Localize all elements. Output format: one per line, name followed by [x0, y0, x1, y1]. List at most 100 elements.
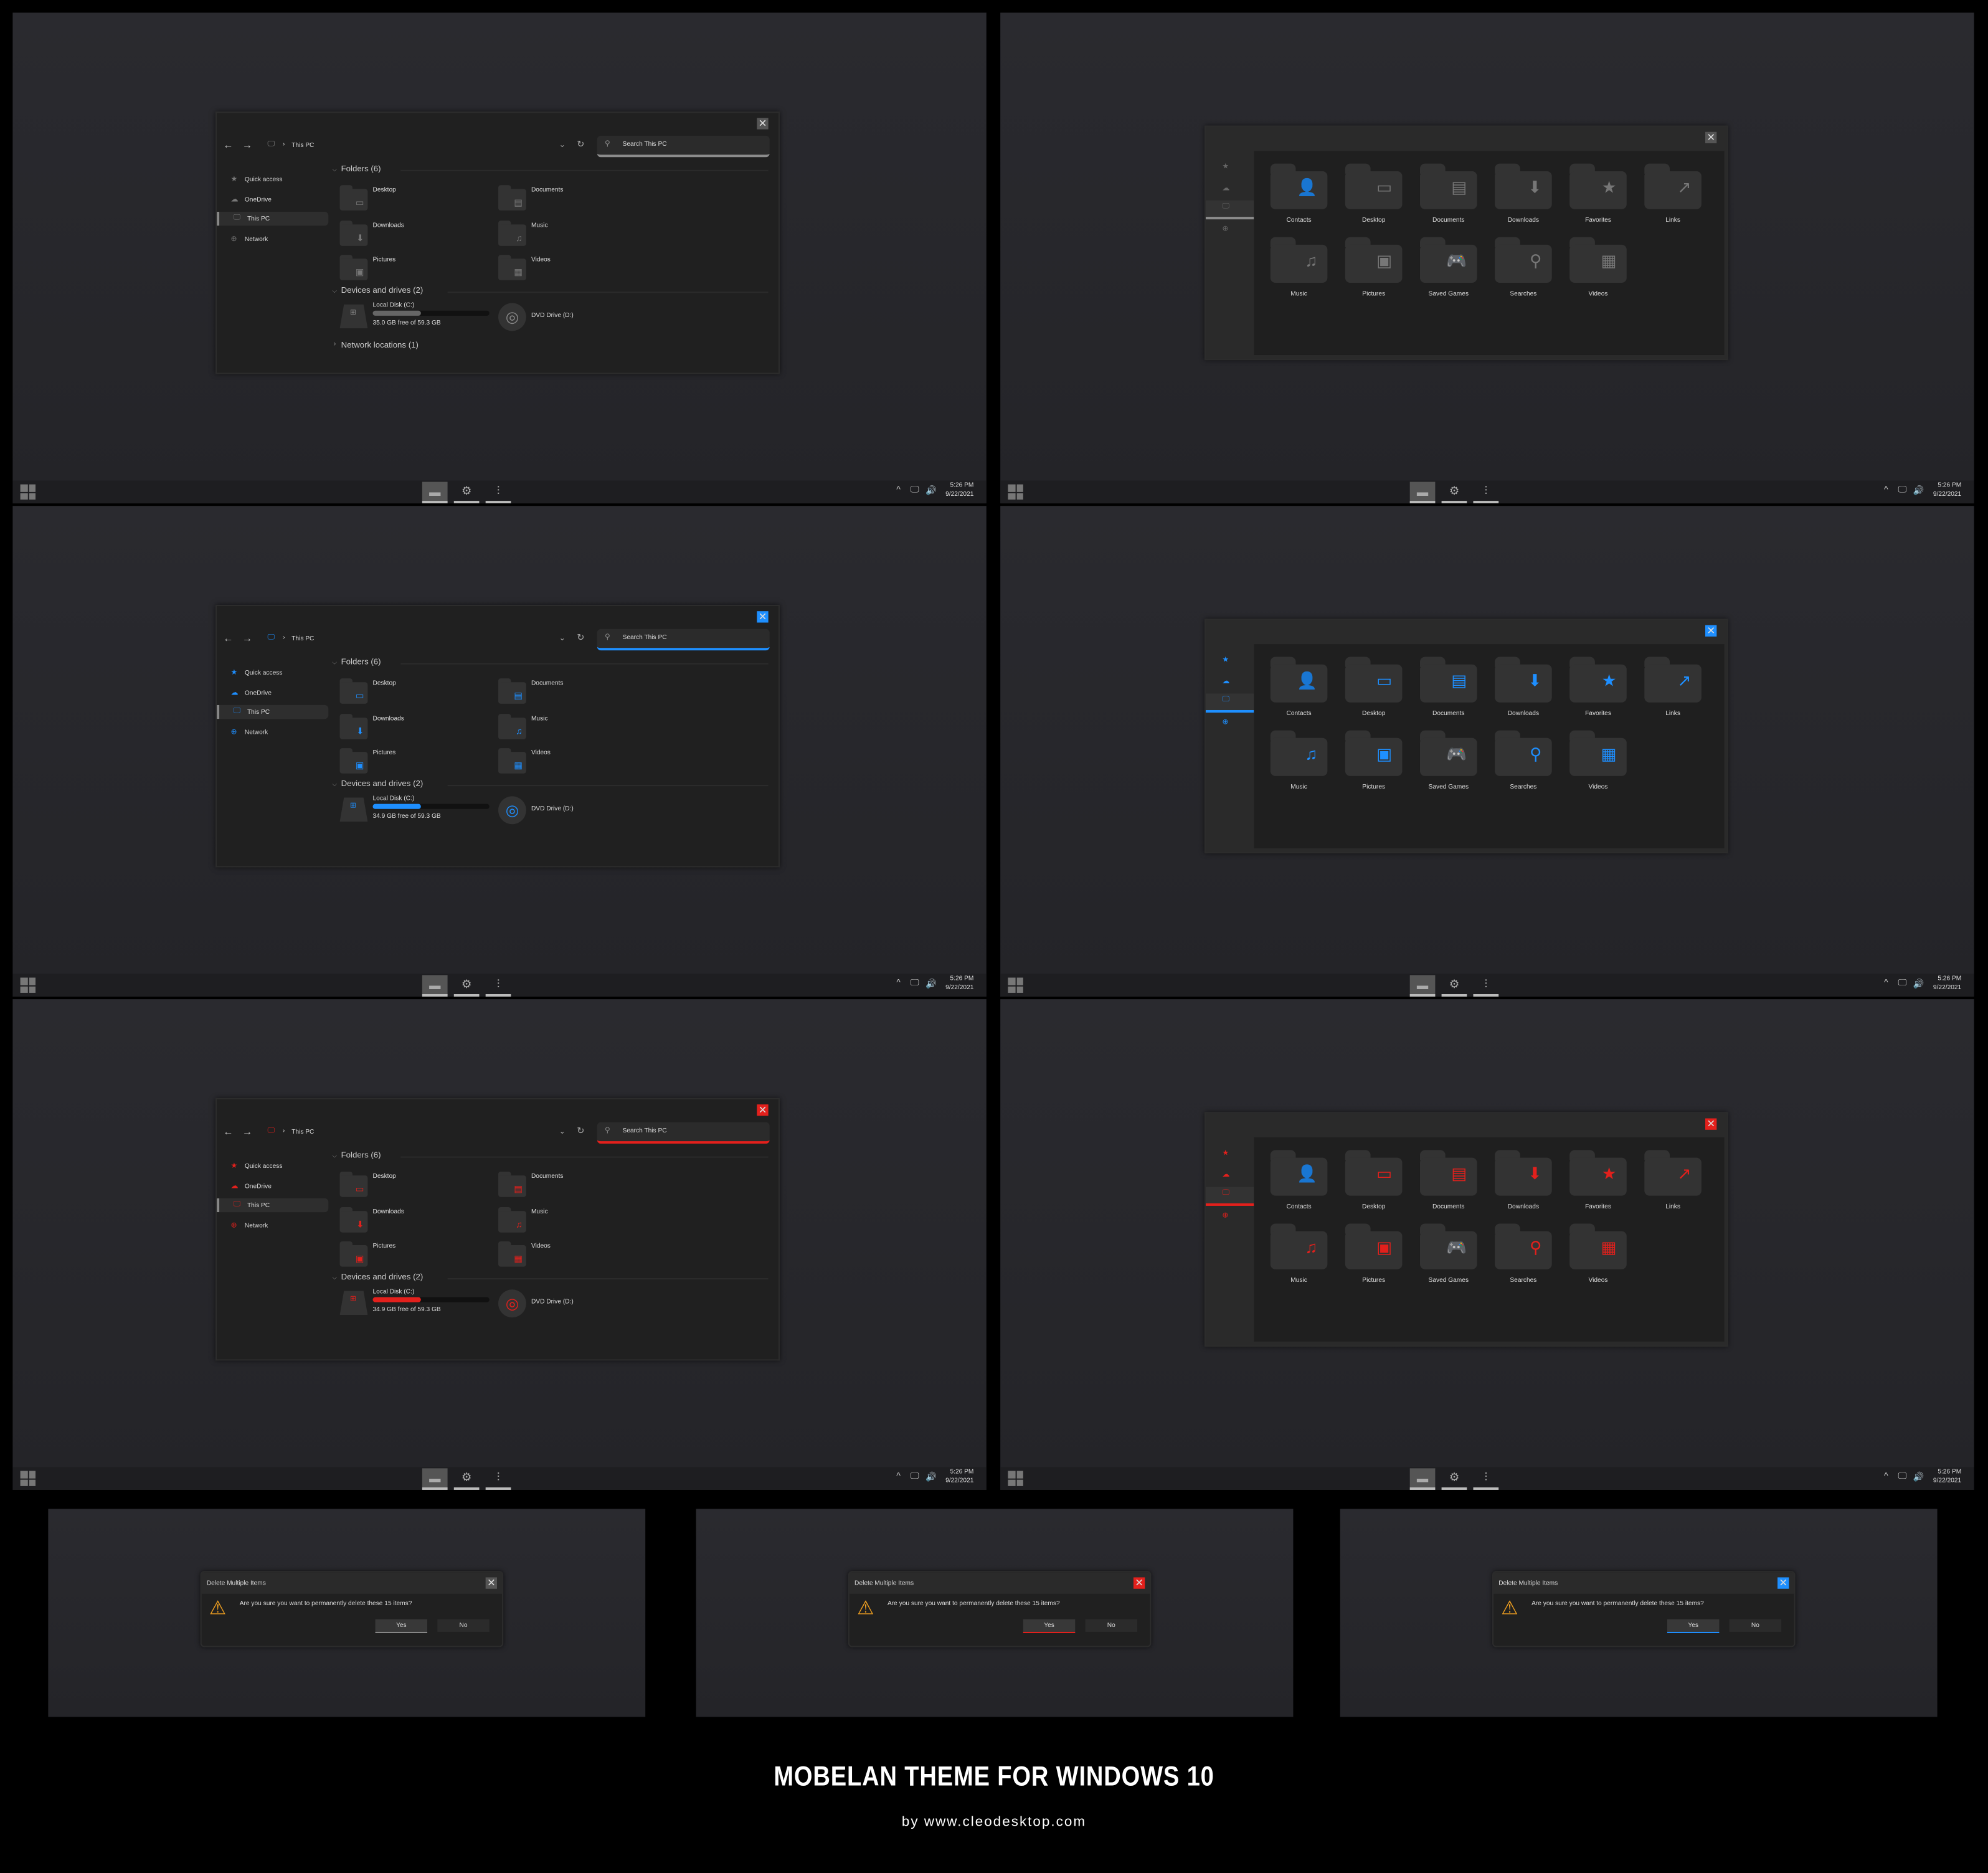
- library-item-searches[interactable]: ⚲ Searches: [1495, 730, 1552, 794]
- library-item-pictures[interactable]: ▣ Pictures: [1345, 730, 1403, 794]
- library-item-links[interactable]: ↗ Links: [1644, 163, 1702, 227]
- yes-button[interactable]: Yes: [375, 1619, 428, 1633]
- network-icon[interactable]: 🖵: [910, 1472, 919, 1481]
- taskbar-app-settings[interactable]: ⚙: [1441, 482, 1467, 504]
- no-button[interactable]: No: [1085, 1619, 1138, 1632]
- close-button[interactable]: ✕: [1705, 625, 1717, 637]
- search-input[interactable]: ⚲ Search This PC: [597, 1122, 770, 1144]
- sidebar-item-onedrive[interactable]: ☁: [1206, 181, 1254, 197]
- chevron-up-icon[interactable]: ^: [1884, 485, 1888, 495]
- taskbar-app-file-explorer[interactable]: ▬: [1409, 975, 1436, 997]
- chevron-up-icon[interactable]: ^: [1884, 1472, 1888, 1481]
- folder-item-videos[interactable]: ▦ Videos: [498, 255, 625, 283]
- forward-button[interactable]: →: [242, 139, 253, 151]
- library-item-videos[interactable]: ▦ Videos: [1569, 730, 1627, 794]
- folder-item-downloads[interactable]: ⬇ Downloads: [339, 220, 467, 249]
- library-item-saved-games[interactable]: 🎮 Saved Games: [1419, 730, 1477, 794]
- sidebar-item-quick-access[interactable]: ★ Quick access: [217, 1159, 326, 1173]
- network-icon[interactable]: 🖵: [1898, 979, 1907, 988]
- folder-item-music[interactable]: ♫ Music: [498, 1207, 625, 1235]
- network-icon[interactable]: 🖵: [910, 485, 919, 495]
- clock[interactable]: 5:26 PM 9/22/2021: [1933, 1468, 1961, 1486]
- taskbar-app-mixer[interactable]: ⫶: [1473, 1468, 1499, 1490]
- devices-group-chevron[interactable]: ⌵: [332, 780, 338, 789]
- folders-group-chevron[interactable]: ⌵: [332, 659, 338, 667]
- sidebar-item-this-pc[interactable]: 🖵: [1205, 200, 1254, 220]
- library-item-desktop[interactable]: ▭ Desktop: [1345, 657, 1403, 720]
- network-icon[interactable]: 🖵: [1898, 1472, 1907, 1481]
- clock[interactable]: 5:26 PM 9/22/2021: [945, 975, 973, 992]
- history-dropdown[interactable]: ⌄: [559, 635, 566, 643]
- chevron-up-icon[interactable]: ^: [1884, 979, 1888, 988]
- library-item-pictures[interactable]: ▣ Pictures: [1345, 237, 1403, 301]
- library-item-contacts[interactable]: 👤 Contacts: [1270, 1150, 1328, 1213]
- sidebar-item-quick-access[interactable]: ★: [1206, 1146, 1254, 1162]
- volume-icon[interactable]: 🔊: [925, 980, 937, 989]
- taskbar-app-settings[interactable]: ⚙: [453, 1468, 480, 1490]
- library-item-downloads[interactable]: ⬇ Downloads: [1495, 1150, 1552, 1213]
- folder-item-pictures[interactable]: ▣ Pictures: [339, 748, 467, 776]
- chevron-up-icon[interactable]: ^: [896, 1472, 901, 1481]
- library-item-saved-games[interactable]: 🎮 Saved Games: [1419, 237, 1477, 301]
- search-input[interactable]: ⚲ Search This PC: [597, 628, 770, 651]
- library-item-videos[interactable]: ▦ Videos: [1569, 237, 1627, 301]
- folder-item-documents[interactable]: ▤ Documents: [498, 678, 625, 706]
- start-button[interactable]: [1008, 977, 1023, 993]
- sidebar-item-quick-access[interactable]: ★ Quick access: [217, 666, 326, 680]
- close-button[interactable]: ✕: [757, 1104, 769, 1116]
- start-button[interactable]: [1008, 484, 1023, 500]
- library-item-favorites[interactable]: ★ Favorites: [1569, 163, 1627, 227]
- library-item-desktop[interactable]: ▭ Desktop: [1345, 1150, 1403, 1213]
- library-item-links[interactable]: ↗ Links: [1644, 1150, 1702, 1213]
- folders-group-chevron[interactable]: ⌵: [332, 1152, 338, 1160]
- back-button[interactable]: ←: [223, 632, 234, 645]
- history-dropdown[interactable]: ⌄: [559, 1128, 566, 1136]
- volume-icon[interactable]: 🔊: [1913, 980, 1924, 989]
- folder-item-desktop[interactable]: ▭ Desktop: [339, 678, 467, 706]
- library-item-videos[interactable]: ▦ Videos: [1569, 1223, 1627, 1287]
- clock[interactable]: 5:26 PM 9/22/2021: [1933, 482, 1961, 500]
- library-item-downloads[interactable]: ⬇ Downloads: [1495, 163, 1552, 227]
- sidebar-item-onedrive[interactable]: ☁: [1206, 675, 1254, 691]
- network-icon[interactable]: 🖵: [1898, 485, 1907, 495]
- sidebar-item-network[interactable]: ⊕: [1206, 715, 1254, 731]
- sidebar-item-this-pc[interactable]: 🖵 This PC: [217, 1198, 329, 1213]
- clock[interactable]: 5:26 PM 9/22/2021: [1933, 975, 1961, 992]
- taskbar-app-file-explorer[interactable]: ▬: [422, 975, 448, 997]
- sidebar-item-this-pc[interactable]: 🖵 This PC: [217, 704, 329, 719]
- chevron-up-icon[interactable]: ^: [896, 979, 901, 988]
- dvd-drive-item[interactable]: ◎ DVD Drive (D:): [498, 301, 625, 332]
- taskbar-app-mixer[interactable]: ⫶: [1473, 482, 1499, 504]
- dvd-drive-item[interactable]: ◎ DVD Drive (D:): [498, 795, 625, 825]
- taskbar-app-settings[interactable]: ⚙: [1441, 1468, 1467, 1490]
- network-group-chevron[interactable]: ›: [333, 341, 336, 349]
- close-button[interactable]: ✕: [1705, 1118, 1717, 1130]
- library-item-searches[interactable]: ⚲ Searches: [1495, 237, 1552, 301]
- taskbar-app-mixer[interactable]: ⫶: [485, 482, 511, 504]
- taskbar-app-file-explorer[interactable]: ▬: [422, 481, 448, 504]
- yes-button[interactable]: Yes: [1023, 1619, 1076, 1633]
- library-item-music[interactable]: ♫ Music: [1270, 1223, 1328, 1287]
- devices-group-header[interactable]: Devices and drives (2): [341, 1273, 424, 1283]
- library-item-pictures[interactable]: ▣ Pictures: [1345, 1223, 1403, 1287]
- sidebar-item-onedrive[interactable]: ☁ OneDrive: [217, 686, 326, 699]
- volume-icon[interactable]: 🔊: [925, 1473, 937, 1482]
- refresh-button[interactable]: ↻: [577, 633, 585, 643]
- sidebar-item-network[interactable]: ⊕: [1206, 1208, 1254, 1225]
- breadcrumb-this-pc[interactable]: This PC: [291, 141, 315, 149]
- library-item-contacts[interactable]: 👤 Contacts: [1270, 163, 1328, 227]
- volume-icon[interactable]: 🔊: [1913, 486, 1924, 496]
- library-item-contacts[interactable]: 👤 Contacts: [1270, 657, 1328, 720]
- library-item-favorites[interactable]: ★ Favorites: [1569, 1150, 1627, 1213]
- volume-icon[interactable]: 🔊: [925, 486, 937, 496]
- folders-group-chevron[interactable]: ⌵: [332, 166, 338, 174]
- sidebar-item-onedrive[interactable]: ☁: [1206, 1168, 1254, 1184]
- folder-item-downloads[interactable]: ⬇ Downloads: [339, 1207, 467, 1235]
- library-item-favorites[interactable]: ★ Favorites: [1569, 657, 1627, 720]
- library-item-music[interactable]: ♫ Music: [1270, 237, 1328, 301]
- history-dropdown[interactable]: ⌄: [559, 141, 566, 150]
- taskbar-app-mixer[interactable]: ⫶: [1473, 975, 1499, 997]
- sidebar-item-this-pc[interactable]: 🖵: [1205, 1187, 1254, 1206]
- library-item-downloads[interactable]: ⬇ Downloads: [1495, 657, 1552, 720]
- sidebar-item-network[interactable]: ⊕ Network: [217, 1218, 326, 1232]
